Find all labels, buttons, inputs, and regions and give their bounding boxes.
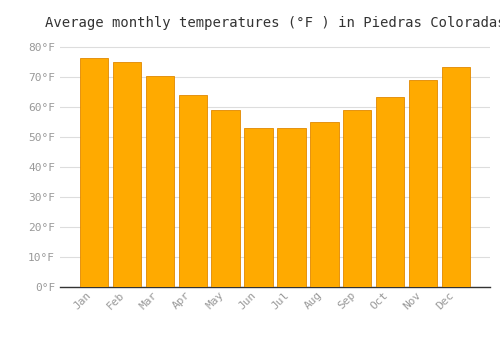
Bar: [278, 128, 305, 287]
Title: Average monthly temperatures (°F ) in Piedras Coloradas: Average monthly temperatures (°F ) in Pi…: [44, 16, 500, 30]
Bar: [212, 110, 240, 287]
Bar: [376, 97, 404, 287]
Bar: [80, 57, 108, 287]
Bar: [410, 80, 438, 287]
Bar: [112, 62, 140, 287]
Bar: [442, 66, 470, 287]
Bar: [178, 95, 206, 287]
Bar: [244, 128, 272, 287]
Bar: [344, 110, 371, 287]
Bar: [146, 76, 174, 287]
Bar: [310, 122, 338, 287]
